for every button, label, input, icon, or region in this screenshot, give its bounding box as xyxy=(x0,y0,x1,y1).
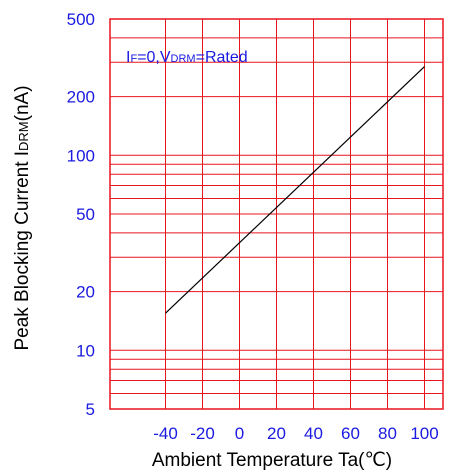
grid xyxy=(109,18,444,410)
y-tick-label: 20 xyxy=(76,283,95,302)
y-tick-label: 50 xyxy=(76,205,95,224)
x-tick-label: 40 xyxy=(304,424,323,443)
x-tick-label: 60 xyxy=(341,424,360,443)
x-tick-label: 100 xyxy=(410,424,438,443)
series-line xyxy=(165,66,425,314)
x-tick-label: 20 xyxy=(267,424,286,443)
x-tick-label: 0 xyxy=(235,424,244,443)
y-axis-title: Peak Blocking Current IDRM(nA) xyxy=(12,85,33,350)
x-tick-label: -20 xyxy=(190,424,215,443)
tick-labels: 5 10 20 50 100 200 500 -40 -20 0 20 40 60 80 100 xyxy=(67,10,439,443)
y-tick-label: 200 xyxy=(67,88,95,107)
y-tick-label: 500 xyxy=(67,10,95,29)
y-tick-label: 10 xyxy=(76,341,95,360)
x-tick-label: -40 xyxy=(153,424,178,443)
x-tick-label: 80 xyxy=(378,424,397,443)
annotation-text: IF=0,VDRM=Rated xyxy=(126,49,248,66)
y-tick-label: 5 xyxy=(86,400,95,419)
annotation: IF=0,VDRM=Rated xyxy=(126,49,248,66)
y-tick-label: 100 xyxy=(67,146,95,165)
series xyxy=(165,66,425,314)
x-axis-title: Ambient Temperature Ta(℃) xyxy=(152,450,392,471)
